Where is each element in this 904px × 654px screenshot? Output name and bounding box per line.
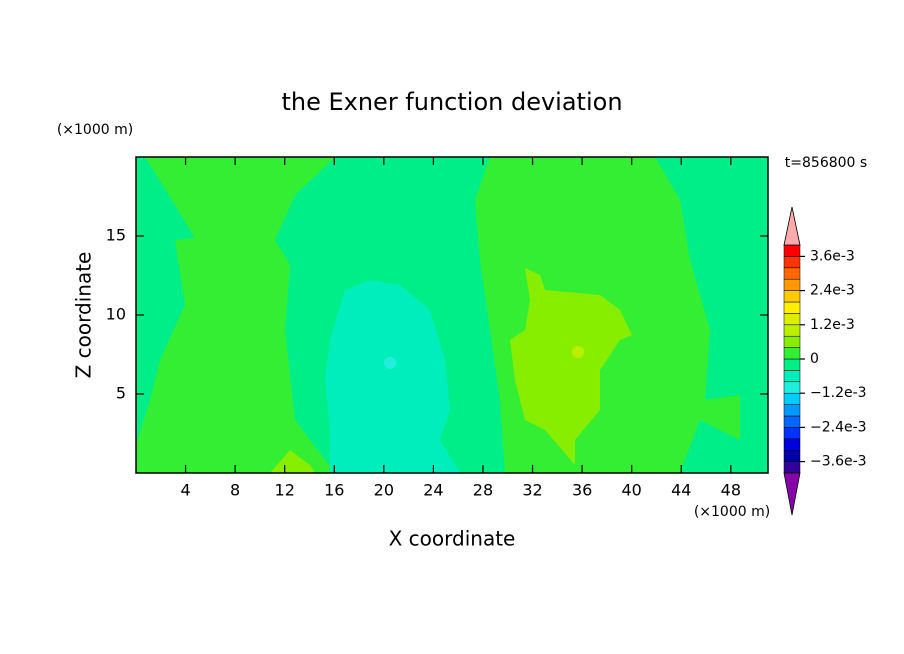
x-tick-label: 32 bbox=[522, 481, 542, 500]
colorbar-swatch bbox=[783, 438, 801, 451]
colorbar-tick-label: 0 bbox=[810, 351, 819, 367]
x-tick-label: 36 bbox=[572, 481, 592, 500]
contour-region bbox=[510, 268, 632, 465]
colorbar-swatch bbox=[783, 290, 801, 303]
colorbar-swatch bbox=[783, 301, 801, 314]
colorbar-swatch bbox=[783, 267, 801, 280]
contour-fill bbox=[136, 157, 768, 473]
x-unit: (×1000 m) bbox=[694, 504, 770, 520]
x-tick-label: 48 bbox=[721, 481, 741, 500]
colorbar-tick-label: −2.4e-3 bbox=[810, 419, 867, 435]
colorbar-swatch bbox=[783, 381, 801, 394]
colorbar-swatch bbox=[783, 358, 801, 371]
colorbar-swatch bbox=[783, 415, 801, 428]
contour-region bbox=[572, 346, 584, 358]
colorbar-swatch bbox=[783, 404, 801, 417]
colorbar-swatch bbox=[783, 278, 801, 291]
colorbar-swatch bbox=[783, 335, 801, 348]
y-axis-label: Z coordinate bbox=[72, 252, 96, 379]
colorbar-swatch bbox=[783, 313, 801, 326]
colorbar-tick-label: −3.6e-3 bbox=[810, 454, 867, 470]
contour-region bbox=[325, 280, 460, 473]
contour-region bbox=[270, 450, 315, 473]
y-unit: (×1000 m) bbox=[57, 122, 133, 138]
colorbar-tick-label: 1.2e-3 bbox=[810, 317, 855, 333]
colorbar-over bbox=[783, 206, 801, 246]
contour-region bbox=[136, 157, 335, 473]
colorbar-tick-label: −1.2e-3 bbox=[810, 385, 867, 401]
colorbar-under bbox=[783, 472, 801, 516]
x-axis-label: X coordinate bbox=[389, 527, 516, 551]
colorbar-tick-label: 2.4e-3 bbox=[810, 283, 855, 299]
x-tick-label: 44 bbox=[671, 481, 691, 500]
x-tick-label: 40 bbox=[622, 481, 642, 500]
x-tick-label: 28 bbox=[473, 481, 493, 500]
colorbar-swatch bbox=[783, 256, 801, 269]
x-tick-label: 8 bbox=[230, 481, 240, 500]
y-tick-label: 10 bbox=[106, 305, 126, 324]
colorbar-swatch bbox=[783, 244, 801, 257]
y-tick-label: 5 bbox=[116, 384, 126, 403]
colorbar-swatch bbox=[783, 461, 801, 474]
colorbar-swatch bbox=[783, 347, 801, 360]
colorbar-tick-label: 3.6e-3 bbox=[810, 248, 855, 264]
colorbar-swatch bbox=[783, 392, 801, 405]
colorbar-swatch bbox=[783, 370, 801, 383]
contour-region bbox=[384, 357, 396, 369]
colorbar-swatch bbox=[783, 324, 801, 337]
chart-title: the Exner function deviation bbox=[281, 88, 622, 116]
x-tick-label: 16 bbox=[324, 481, 344, 500]
colorbar-swatch bbox=[783, 449, 801, 462]
time-annotation: t=856800 s bbox=[785, 155, 867, 171]
x-tick-label: 12 bbox=[275, 481, 295, 500]
y-tick-label: 15 bbox=[106, 226, 126, 245]
x-tick-label: 20 bbox=[374, 481, 394, 500]
x-tick-label: 24 bbox=[423, 481, 443, 500]
x-tick-label: 4 bbox=[180, 481, 190, 500]
colorbar-swatch bbox=[783, 427, 801, 440]
